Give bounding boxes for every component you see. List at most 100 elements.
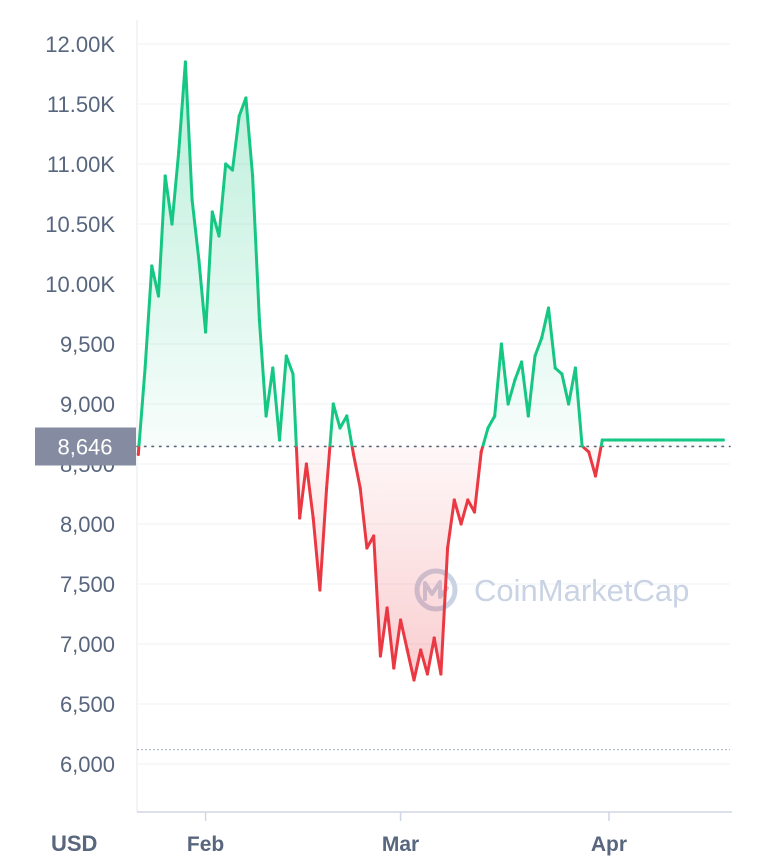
- y-tick-label: 9,000: [60, 392, 115, 417]
- price-point: [311, 516, 315, 520]
- x-tick-label: Feb: [187, 833, 224, 856]
- price-point: [217, 234, 221, 238]
- price-point: [560, 372, 564, 376]
- price-point: [425, 672, 429, 676]
- price-point: [277, 438, 282, 442]
- price-point: [614, 438, 618, 442]
- price-point: [459, 522, 463, 526]
- price-point: [264, 414, 268, 418]
- price-point: [156, 294, 161, 298]
- price-point: [681, 438, 685, 442]
- price-point: [540, 336, 544, 340]
- x-tick-label: Apr: [591, 833, 627, 856]
- price-point: [372, 534, 376, 538]
- price-point: [365, 546, 369, 550]
- watermark-text: CoinMarketCap: [474, 573, 689, 608]
- price-point: [399, 618, 403, 622]
- price-point: [224, 162, 228, 166]
- y-tick-label: 12.00K: [45, 32, 115, 57]
- price-point: [432, 636, 436, 640]
- y-tick-label: 9,500: [60, 332, 115, 357]
- price-line-down: [136, 446, 603, 682]
- price-point: [520, 360, 524, 364]
- y-tick-label: 10.00K: [45, 272, 115, 297]
- price-point: [634, 438, 638, 442]
- price-point: [513, 378, 517, 382]
- y-tick-label: 8,000: [60, 512, 115, 537]
- price-point: [674, 438, 678, 442]
- price-point: [701, 438, 705, 442]
- price-point: [419, 648, 423, 652]
- currency-unit-label: USD: [51, 831, 97, 856]
- price-point: [318, 588, 322, 592]
- price-point: [284, 354, 288, 358]
- y-axis: 12.00K 11.50K 11.00K 10.50K 10.00K 9,500 9,000…: [45, 32, 115, 777]
- price-point: [708, 438, 712, 442]
- price-point: [715, 438, 719, 442]
- x-axis: Feb Mar Apr: [136, 20, 732, 856]
- price-point: [143, 366, 147, 370]
- price-point: [230, 168, 235, 172]
- price-point: [210, 210, 214, 214]
- price-point: [486, 426, 490, 430]
- price-point: [183, 60, 187, 64]
- price-point: [446, 546, 450, 550]
- price-point: [573, 366, 578, 370]
- price-point: [654, 438, 658, 442]
- price-point: [553, 366, 557, 370]
- price-point: [580, 444, 584, 448]
- price-point: [567, 402, 571, 406]
- price-point: [385, 606, 389, 610]
- price-point: [620, 438, 625, 442]
- price-point: [499, 342, 503, 346]
- price-point: [466, 498, 470, 502]
- price-point: [170, 222, 174, 226]
- price-point: [197, 258, 201, 262]
- price-point: [600, 438, 604, 442]
- price-point: [345, 414, 349, 418]
- price-point: [694, 438, 699, 442]
- price-point: [351, 452, 356, 456]
- price-point: [412, 678, 416, 682]
- reference-price-badge: 8,646: [35, 427, 136, 466]
- price-point: [493, 414, 497, 418]
- price-point: [304, 462, 308, 466]
- price-point: [163, 174, 167, 178]
- price-point: [325, 486, 329, 490]
- price-series: [136, 60, 724, 682]
- area-below-reference: [138, 446, 724, 680]
- price-point: [607, 438, 611, 442]
- price-point: [190, 198, 194, 202]
- price-point: [688, 438, 692, 442]
- price-point: [452, 498, 456, 502]
- price-point: [298, 516, 302, 520]
- price-point: [291, 372, 295, 376]
- price-point: [338, 426, 342, 430]
- price-point: [392, 666, 396, 670]
- y-tick-label: 6,000: [60, 752, 115, 777]
- price-point: [526, 414, 530, 418]
- price-point: [136, 452, 140, 456]
- price-point: [647, 438, 651, 442]
- y-tick-label: 11.50K: [47, 92, 115, 117]
- price-point: [358, 486, 362, 490]
- price-point: [405, 648, 409, 652]
- y-tick-label: 11.00K: [47, 152, 115, 177]
- price-point: [479, 450, 483, 454]
- price-point: [331, 402, 335, 406]
- price-point: [439, 672, 443, 676]
- price-point: [472, 510, 477, 514]
- price-point: [593, 474, 598, 478]
- price-point: [533, 354, 537, 358]
- price-point: [378, 654, 382, 658]
- price-point: [546, 306, 551, 310]
- price-point: [271, 366, 275, 370]
- price-points: [136, 60, 725, 682]
- reference-price-label: 8,646: [57, 435, 112, 460]
- y-tick-label: 7,500: [60, 572, 115, 597]
- price-point: [204, 330, 208, 334]
- price-point: [667, 438, 672, 442]
- price-point: [661, 438, 665, 442]
- price-point: [244, 96, 248, 100]
